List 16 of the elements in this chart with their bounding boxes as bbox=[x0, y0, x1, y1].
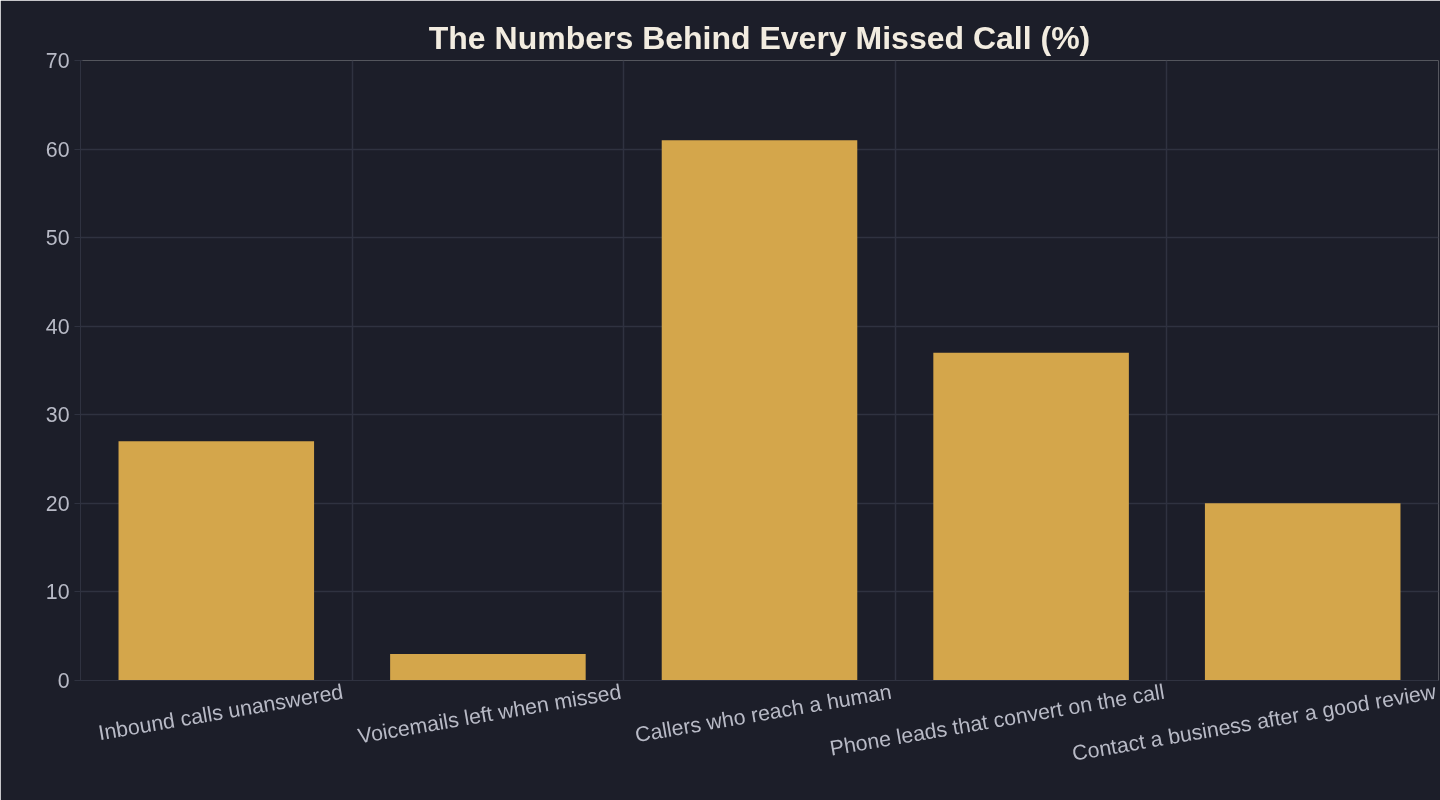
bar bbox=[661, 140, 858, 681]
y-tick-label: 40 bbox=[45, 314, 70, 339]
bar bbox=[933, 352, 1129, 681]
x-tick-label: Inbound calls unanswered bbox=[96, 679, 345, 746]
y-tick-label: 20 bbox=[45, 491, 70, 516]
y-tick-label: 0 bbox=[57, 669, 70, 693]
x-tick-label: Voicemails left when missed bbox=[356, 679, 624, 749]
y-tick-label: 60 bbox=[45, 137, 70, 162]
bar bbox=[390, 653, 586, 681]
chart-title: The Numbers Behind Every Missed Call (%) bbox=[428, 19, 1091, 56]
y-tick-label: 70 bbox=[45, 49, 70, 73]
y-tick-label: 30 bbox=[45, 403, 70, 428]
bar bbox=[1204, 503, 1401, 681]
y-tick-label: 10 bbox=[45, 580, 70, 605]
y-tick-label: 50 bbox=[45, 226, 70, 251]
bar bbox=[118, 441, 315, 681]
